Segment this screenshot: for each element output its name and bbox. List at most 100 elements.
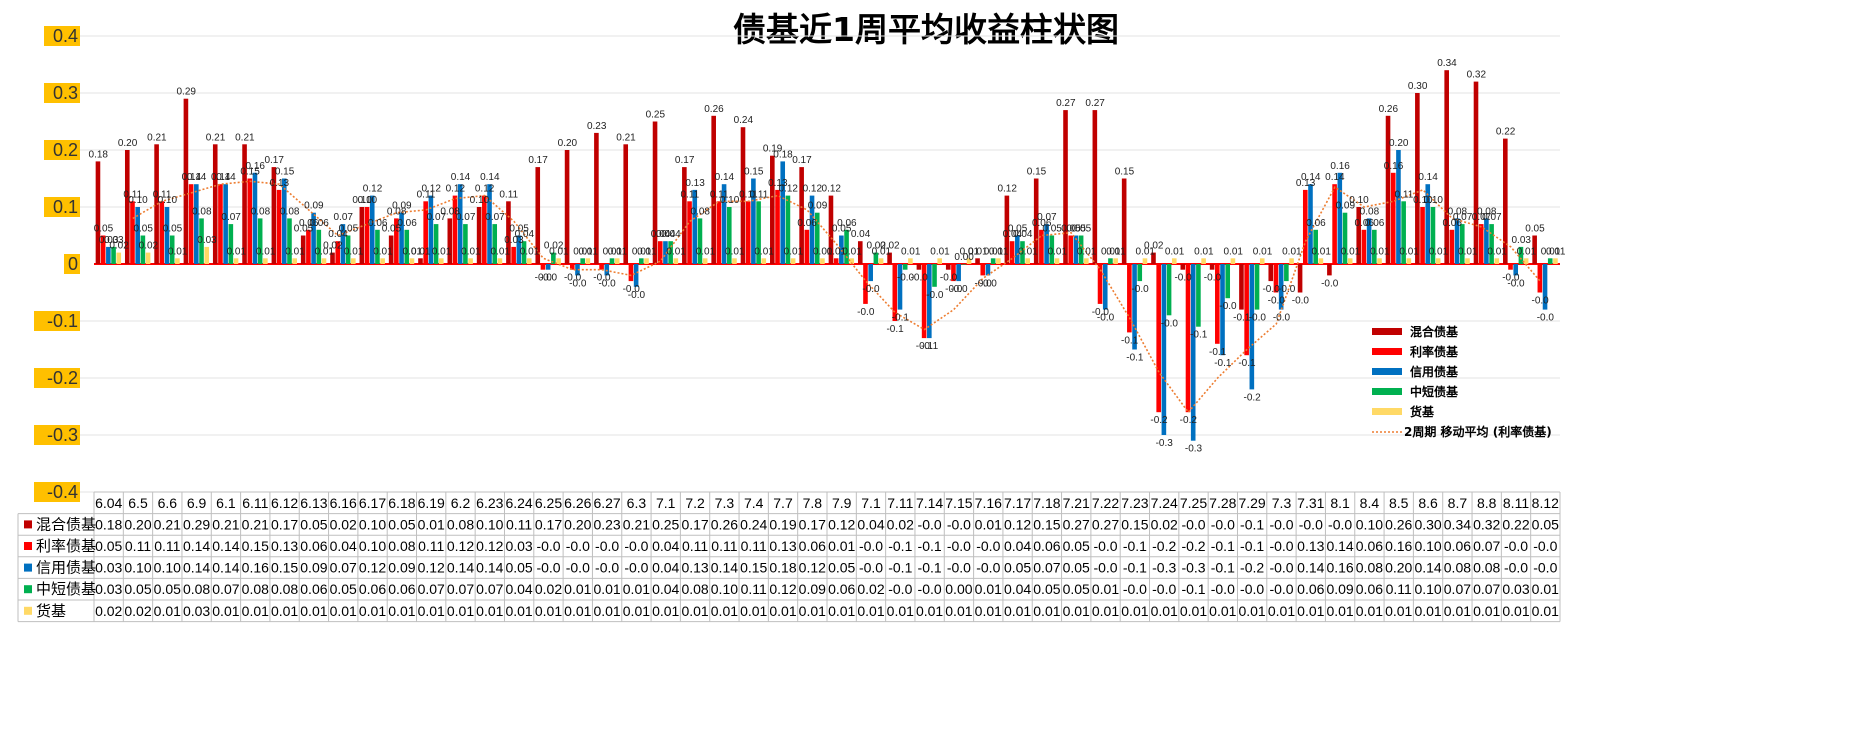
data-label: 0.10 <box>352 195 372 206</box>
data-label: 0.07 <box>485 212 505 223</box>
bar <box>1249 264 1255 390</box>
data-label: 0.04 <box>1013 229 1033 240</box>
table-cell: 0.06 <box>1444 538 1471 554</box>
bar <box>990 258 996 264</box>
legend-swatch <box>1372 328 1402 335</box>
bar <box>1297 264 1303 293</box>
bar <box>409 258 415 264</box>
table-category: 8.5 <box>1389 495 1409 511</box>
bar <box>702 258 708 264</box>
table-cell: -0.0 <box>1533 560 1557 576</box>
table-cell: 0.01 <box>564 581 591 597</box>
bar <box>145 252 151 264</box>
bar <box>116 252 122 264</box>
data-label: -0.0 <box>926 290 944 301</box>
bar <box>175 258 180 264</box>
data-label: 0.01 <box>1101 246 1121 257</box>
table-cell: -0.0 <box>859 538 883 554</box>
table-category: 8.7 <box>1448 495 1468 511</box>
table-cell: -0.1 <box>1123 538 1147 554</box>
table-row-label: 货基 <box>36 602 66 620</box>
table-cell: 0.08 <box>1473 560 1500 576</box>
table-cell: 0.01 <box>242 603 269 619</box>
table-cell: 0.01 <box>681 603 708 619</box>
table-cell: 0.13 <box>271 538 298 554</box>
bar <box>1327 264 1332 276</box>
data-label: 0.14 <box>1418 172 1438 183</box>
bar <box>585 258 591 264</box>
table-cell: 0.01 <box>652 603 679 619</box>
bar <box>956 264 961 282</box>
data-label: -0.0 <box>1092 307 1110 318</box>
bar <box>1068 235 1074 264</box>
table-category: 7.2 <box>685 495 705 511</box>
data-label: 0.06 <box>1442 218 1462 229</box>
bar <box>242 144 247 264</box>
data-label: 0.01 <box>784 246 804 257</box>
table-cell: 0.29 <box>183 516 210 532</box>
bar <box>423 201 428 264</box>
bar <box>204 246 210 264</box>
table-category: 6.3 <box>627 495 647 511</box>
table-cell: 0.10 <box>1356 516 1383 532</box>
table-cell: 0.00 <box>945 581 972 597</box>
bar <box>1289 258 1294 264</box>
data-label: -0.0 <box>1321 278 1339 289</box>
table-cell: 0.16 <box>1326 560 1353 576</box>
table-cell: 0.14 <box>212 538 239 554</box>
bar <box>745 201 751 264</box>
data-label: 0.06 <box>797 218 817 229</box>
bar <box>154 144 159 264</box>
data-label: 0.01 <box>608 246 628 257</box>
data-label: 0.06 <box>368 218 388 229</box>
table-cell: 0.16 <box>242 560 269 576</box>
table-row-swatch <box>24 606 32 615</box>
table-cell: -0.0 <box>859 560 883 576</box>
table-cell: -0.0 <box>1504 560 1528 576</box>
data-label: -0.0 <box>857 307 875 318</box>
data-label: 0.05 <box>133 224 153 235</box>
data-label: -0.0 <box>1292 296 1310 307</box>
table-cell: 0.06 <box>1297 581 1324 597</box>
table-category: 6.18 <box>388 495 415 511</box>
data-label: 0.07 <box>333 212 353 223</box>
bar <box>340 224 346 264</box>
table-cell: 0.07 <box>418 581 445 597</box>
bar <box>492 224 498 264</box>
data-label: -0.0 <box>974 278 992 289</box>
data-label: 0.01 <box>573 246 593 257</box>
data-label: 0.01 <box>632 246 652 257</box>
table-cell: 0.21 <box>212 516 239 532</box>
data-label: 0.08 <box>251 206 271 217</box>
bar <box>476 207 482 264</box>
data-label: 0.01 <box>901 246 921 257</box>
table-cell: 0.05 <box>300 516 327 532</box>
data-label: 0.05 <box>1072 224 1092 235</box>
table-category: 7.3 <box>1272 495 1292 511</box>
data-label: 0.17 <box>675 155 695 166</box>
table-cell: 0.15 <box>740 560 767 576</box>
table-category: 7.29 <box>1238 495 1265 511</box>
data-label: 0.11 <box>417 189 436 200</box>
table-cell: 0.17 <box>535 516 562 532</box>
data-label: -0.0 <box>593 273 611 284</box>
bar <box>276 189 282 264</box>
data-label: 0.12 <box>421 184 441 195</box>
bar <box>252 172 258 264</box>
data-label: 0.05 <box>1008 224 1028 235</box>
bar <box>652 121 658 264</box>
table-cell: 0.02 <box>124 603 151 619</box>
table-cell: 0.01 <box>1444 603 1471 619</box>
bar <box>428 195 434 264</box>
bar <box>833 258 839 264</box>
table-cell: -0.1 <box>918 538 942 554</box>
data-label: 0.01 <box>989 246 1009 257</box>
table-cell: 0.04 <box>652 538 679 554</box>
table-cell: 0.12 <box>418 560 445 576</box>
table-row-label: 混合债基 <box>36 515 96 533</box>
table-cell: -0.3 <box>1152 560 1176 576</box>
data-table: 6.04 6.5 6.6 6.9 6.1 6.11 6.12 6.13 6.16 6.17 6.18… <box>17 491 1561 623</box>
bar <box>770 155 775 264</box>
bar <box>1239 264 1244 310</box>
table-cell: 0.20 <box>124 516 151 532</box>
